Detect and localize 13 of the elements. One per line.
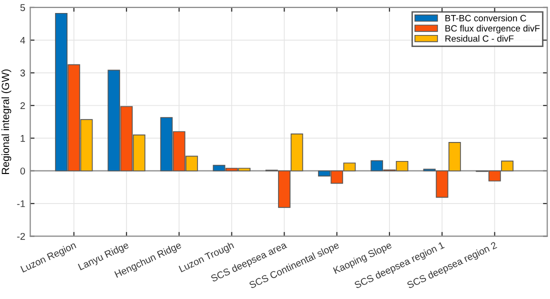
legend-label: BC flux divergence divF — [445, 24, 540, 34]
y-tick-label: -1 — [17, 200, 25, 208]
legend-label: BT-BC conversion C — [445, 14, 526, 22]
y-axis-title: Regional integral (GW) — [1, 70, 12, 174]
y-tick-label: 5 — [20, 4, 25, 12]
y-tick-label: -2 — [17, 232, 25, 240]
y-tick-label: 4 — [20, 36, 26, 44]
y-tick-label: 1 — [20, 135, 25, 142]
y-tick-label: 0 — [20, 168, 26, 174]
y-tick-label: 2 — [20, 102, 25, 110]
legend-label: Residual C - divF — [445, 35, 514, 42]
y-tick-label: 3 — [20, 70, 25, 76]
x-tick-label: Luzon Region — [20, 241, 78, 274]
